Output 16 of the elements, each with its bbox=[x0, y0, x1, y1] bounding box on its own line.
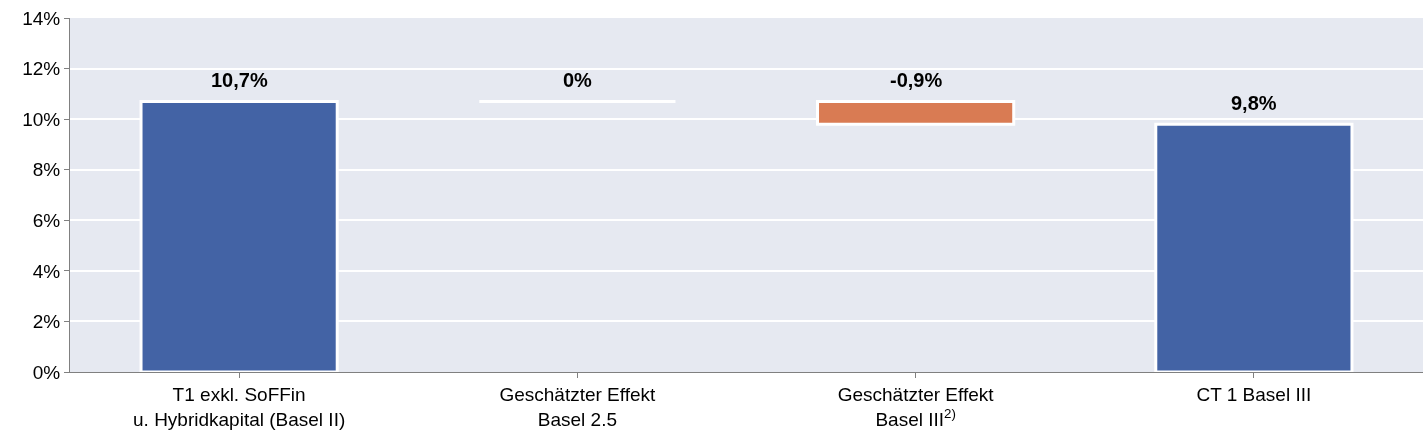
data-label: 0% bbox=[563, 69, 593, 91]
x-tick-label: Geschätzter Effekt Basel 2.5 bbox=[499, 383, 657, 430]
data-label: 9,8% bbox=[1231, 92, 1277, 114]
y-tick-label: 4% bbox=[32, 260, 61, 282]
data-label: -0,9% bbox=[890, 69, 943, 91]
y-tick-label: 2% bbox=[32, 311, 61, 333]
data-label: 10,7% bbox=[211, 69, 268, 91]
y-tick-label: 0% bbox=[32, 361, 61, 383]
y-tick-label: 12% bbox=[22, 58, 61, 80]
y-tick-label: 14% bbox=[22, 7, 61, 29]
y-tick-label: 8% bbox=[32, 159, 61, 181]
x-tick-label: CT 1 Basel III bbox=[1196, 383, 1312, 405]
y-tick-label: 10% bbox=[22, 108, 61, 130]
x-tick-label: T1 exkl. SoFFin u. Hybridkapital (Basel II) bbox=[133, 383, 346, 430]
x-tick-label: Geschätzter Effekt Basel III$^{2)}$ bbox=[837, 383, 995, 430]
y-tick-label: 6% bbox=[32, 209, 61, 231]
